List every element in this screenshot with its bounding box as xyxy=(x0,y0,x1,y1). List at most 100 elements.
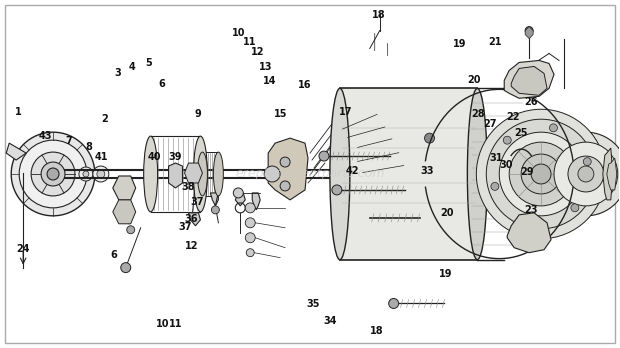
Circle shape xyxy=(79,167,93,181)
Circle shape xyxy=(246,218,255,228)
Circle shape xyxy=(93,166,108,182)
Text: 5: 5 xyxy=(145,58,151,68)
Circle shape xyxy=(47,168,59,180)
Text: 10: 10 xyxy=(232,27,245,38)
Text: 7: 7 xyxy=(66,136,73,146)
Polygon shape xyxy=(210,193,218,206)
Text: 30: 30 xyxy=(500,160,513,170)
Text: 35: 35 xyxy=(306,299,320,309)
Text: 16: 16 xyxy=(298,80,312,89)
Circle shape xyxy=(126,226,135,234)
Text: 19: 19 xyxy=(439,269,453,279)
Circle shape xyxy=(531,164,551,184)
Polygon shape xyxy=(169,163,182,188)
Polygon shape xyxy=(504,61,554,98)
Polygon shape xyxy=(188,213,200,226)
Text: 24: 24 xyxy=(16,244,30,254)
Bar xyxy=(340,88,477,260)
Text: 11: 11 xyxy=(169,319,182,329)
Circle shape xyxy=(264,166,280,182)
Circle shape xyxy=(571,204,579,212)
Ellipse shape xyxy=(144,136,157,212)
Text: 17: 17 xyxy=(339,106,353,117)
Polygon shape xyxy=(113,200,136,224)
Circle shape xyxy=(509,142,573,206)
Text: 40: 40 xyxy=(148,152,161,163)
Text: 14: 14 xyxy=(263,76,277,86)
Text: 39: 39 xyxy=(169,152,182,163)
Circle shape xyxy=(499,132,583,216)
Polygon shape xyxy=(603,148,613,200)
Ellipse shape xyxy=(193,136,208,212)
Ellipse shape xyxy=(467,88,487,260)
Circle shape xyxy=(332,185,342,195)
Circle shape xyxy=(97,170,105,178)
Text: 8: 8 xyxy=(86,142,92,152)
Text: 3: 3 xyxy=(114,69,121,79)
Text: 2: 2 xyxy=(102,113,108,124)
Text: 42: 42 xyxy=(345,166,359,176)
Polygon shape xyxy=(236,193,246,206)
Text: 25: 25 xyxy=(515,128,528,138)
Circle shape xyxy=(549,124,557,132)
Circle shape xyxy=(491,182,499,190)
Text: 31: 31 xyxy=(490,153,503,164)
Polygon shape xyxy=(607,158,617,190)
Text: 4: 4 xyxy=(129,62,136,72)
Circle shape xyxy=(476,109,606,239)
Polygon shape xyxy=(252,193,260,210)
Ellipse shape xyxy=(197,152,208,196)
Text: 26: 26 xyxy=(525,97,538,107)
Text: 28: 28 xyxy=(471,109,485,119)
Polygon shape xyxy=(268,138,308,200)
Text: 18: 18 xyxy=(370,326,384,336)
Text: 9: 9 xyxy=(194,109,201,119)
Circle shape xyxy=(544,132,620,216)
Text: 19: 19 xyxy=(453,39,466,49)
Circle shape xyxy=(525,216,533,224)
Text: 37: 37 xyxy=(179,222,192,232)
Polygon shape xyxy=(185,163,203,183)
Circle shape xyxy=(525,26,533,34)
Circle shape xyxy=(486,119,596,229)
Text: 6: 6 xyxy=(159,79,165,89)
Circle shape xyxy=(246,233,255,243)
Text: 43: 43 xyxy=(39,131,53,141)
Text: 34: 34 xyxy=(323,316,337,326)
Circle shape xyxy=(554,142,618,206)
Text: 37: 37 xyxy=(191,197,205,207)
Ellipse shape xyxy=(213,152,223,196)
Circle shape xyxy=(121,263,131,272)
Text: 6: 6 xyxy=(110,251,117,260)
Circle shape xyxy=(246,203,255,213)
Text: 18: 18 xyxy=(373,10,386,20)
Circle shape xyxy=(389,299,399,308)
Circle shape xyxy=(521,154,561,194)
Text: 27: 27 xyxy=(484,119,497,129)
Text: 33: 33 xyxy=(420,166,434,176)
Polygon shape xyxy=(512,66,547,95)
Text: 21: 21 xyxy=(489,37,502,47)
Circle shape xyxy=(503,136,512,144)
Text: 1: 1 xyxy=(15,106,22,117)
Circle shape xyxy=(11,132,95,216)
Circle shape xyxy=(280,157,290,167)
Polygon shape xyxy=(113,176,136,200)
Text: 36: 36 xyxy=(185,214,198,224)
Polygon shape xyxy=(507,213,551,253)
Circle shape xyxy=(568,156,604,192)
Text: 23: 23 xyxy=(525,205,538,215)
Circle shape xyxy=(583,158,591,166)
Circle shape xyxy=(578,166,594,182)
Ellipse shape xyxy=(330,88,350,260)
Text: 13: 13 xyxy=(259,62,272,72)
Circle shape xyxy=(19,140,87,208)
Text: 41: 41 xyxy=(94,152,108,163)
Circle shape xyxy=(246,249,254,257)
Text: 15: 15 xyxy=(273,109,287,119)
Text: ereplacementparts.com: ereplacementparts.com xyxy=(235,167,385,181)
Text: 11: 11 xyxy=(243,37,256,47)
Circle shape xyxy=(319,151,329,161)
Text: 20: 20 xyxy=(467,75,480,85)
Circle shape xyxy=(83,171,89,177)
